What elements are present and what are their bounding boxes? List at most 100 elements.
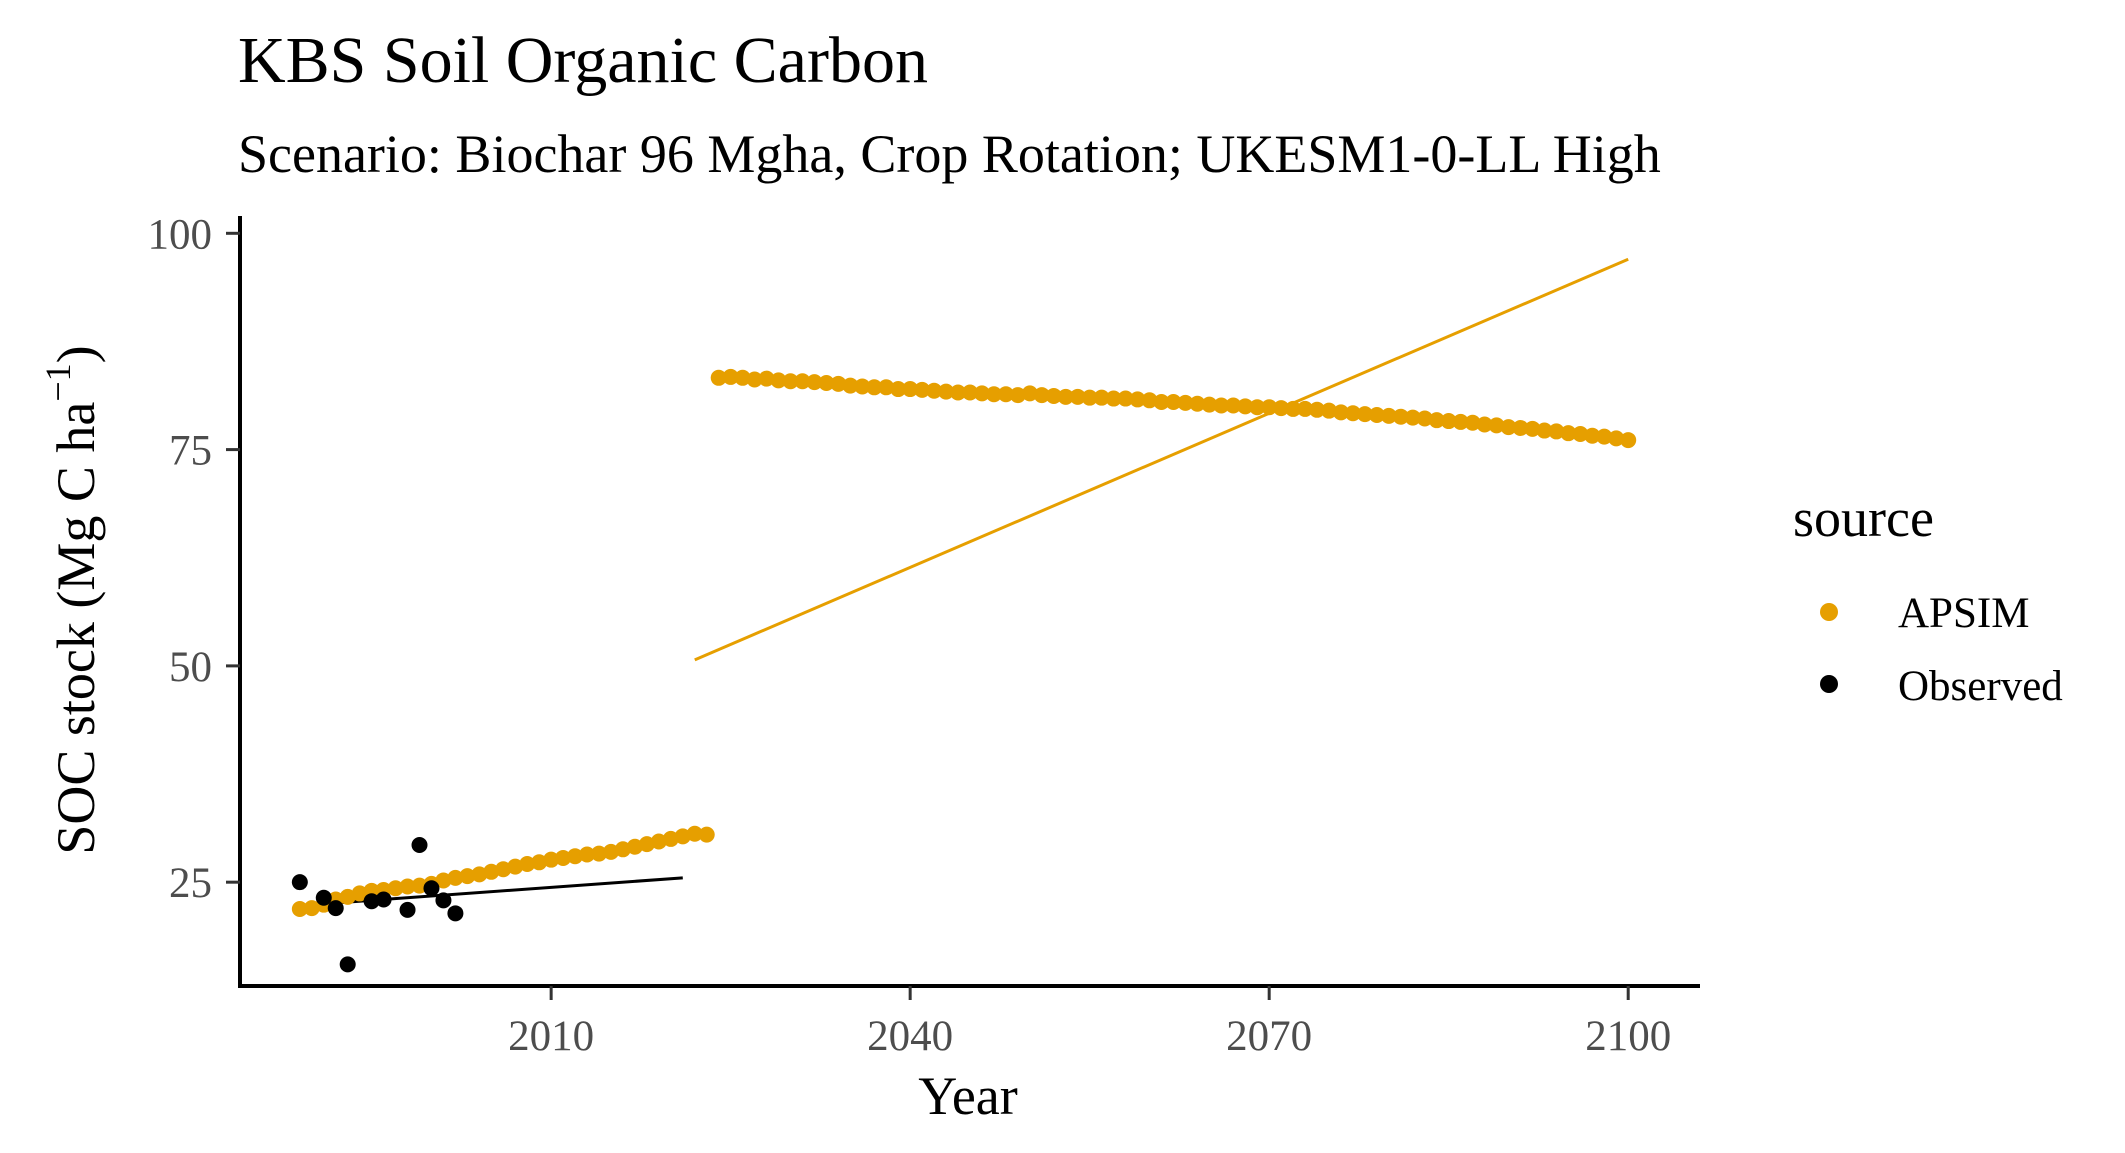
point-apsim xyxy=(746,371,763,388)
point-observed xyxy=(411,836,428,853)
point-apsim xyxy=(758,370,775,387)
point-apsim xyxy=(1105,390,1122,407)
point-apsim xyxy=(1392,408,1409,425)
y-axis-title-main: SOC stock (Mg C ha xyxy=(46,402,106,855)
point-apsim xyxy=(973,385,990,402)
point-apsim xyxy=(351,885,368,902)
point-observed xyxy=(423,880,440,897)
point-apsim xyxy=(662,830,679,847)
point-apsim xyxy=(1021,385,1038,402)
point-apsim xyxy=(591,845,608,862)
point-apsim xyxy=(842,377,859,394)
x-tick-label: 2010 xyxy=(508,1013,594,1060)
point-apsim xyxy=(1129,391,1146,408)
point-apsim xyxy=(1117,390,1134,407)
point-apsim xyxy=(1452,413,1469,430)
point-apsim xyxy=(710,369,727,386)
point-apsim xyxy=(1165,394,1182,411)
point-apsim xyxy=(507,858,524,875)
chart-subtitle: Scenario: Biochar 96 Mgha, Crop Rotation… xyxy=(238,124,1661,184)
point-apsim xyxy=(519,856,536,873)
point-apsim xyxy=(1321,402,1338,419)
data-points xyxy=(291,368,1637,973)
point-apsim xyxy=(543,851,560,868)
y-axis-ticks: 25 50 75 100 xyxy=(148,211,240,907)
point-apsim xyxy=(914,381,931,398)
point-apsim xyxy=(638,836,655,853)
legend-key-observed xyxy=(1820,675,1838,693)
legend-title: source xyxy=(1793,488,1934,548)
point-apsim xyxy=(902,381,919,398)
point-apsim xyxy=(1297,400,1314,417)
point-apsim xyxy=(602,843,619,860)
legend-key-apsim xyxy=(1820,603,1838,621)
point-apsim xyxy=(938,383,955,400)
point-apsim xyxy=(926,382,943,399)
point-apsim xyxy=(531,854,548,871)
point-apsim xyxy=(1464,414,1481,431)
point-apsim xyxy=(1225,397,1242,414)
point-apsim xyxy=(459,868,476,885)
point-apsim xyxy=(1141,392,1158,409)
point-apsim xyxy=(1273,400,1290,417)
point-apsim xyxy=(1009,387,1026,404)
y-axis-title-superscript: −1 xyxy=(38,363,78,401)
point-apsim xyxy=(291,901,308,917)
point-apsim xyxy=(734,369,751,386)
point-apsim xyxy=(1237,398,1254,415)
point-apsim xyxy=(1081,389,1098,406)
point-observed xyxy=(339,956,356,973)
point-apsim xyxy=(1548,423,1565,440)
point-apsim xyxy=(1261,399,1278,416)
point-apsim xyxy=(1153,394,1170,411)
point-apsim xyxy=(650,833,667,850)
point-apsim xyxy=(854,378,871,395)
point-apsim xyxy=(1201,396,1218,413)
point-apsim xyxy=(1596,428,1613,445)
point-apsim xyxy=(962,384,978,401)
point-observed xyxy=(399,901,416,918)
point-apsim xyxy=(1356,406,1373,423)
point-apsim xyxy=(1620,432,1637,449)
point-apsim xyxy=(830,375,847,392)
point-apsim xyxy=(1416,410,1433,427)
point-apsim xyxy=(567,848,584,865)
point-apsim xyxy=(794,373,811,390)
x-axis-ticks: 2010 2040 2070 2100 xyxy=(508,986,1671,1060)
point-apsim xyxy=(686,825,703,842)
point-apsim xyxy=(1536,422,1553,439)
point-apsim xyxy=(950,384,967,401)
y-tick-label: 50 xyxy=(169,644,212,691)
y-axis-title-close: ) xyxy=(46,345,106,363)
point-apsim xyxy=(471,866,488,883)
point-apsim xyxy=(1572,426,1589,443)
trend-line-apsim xyxy=(694,257,1629,662)
x-axis-title: Year xyxy=(918,1066,1018,1126)
legend-label-apsim: APSIM xyxy=(1898,590,2029,637)
point-apsim xyxy=(782,373,799,390)
point-apsim xyxy=(1440,413,1457,430)
point-apsim xyxy=(770,372,787,389)
x-tick-label: 2040 xyxy=(867,1013,953,1060)
legend: source APSIM Observed xyxy=(1793,488,2063,710)
point-apsim xyxy=(411,877,428,894)
y-tick-label: 100 xyxy=(148,211,213,258)
point-apsim xyxy=(483,863,500,880)
point-apsim xyxy=(1560,425,1577,442)
y-tick-label: 25 xyxy=(169,860,212,907)
y-axis-title: SOC stock (Mg C ha−1) xyxy=(38,345,106,854)
chart-title: KBS Soil Organic Carbon xyxy=(238,24,928,97)
point-apsim xyxy=(806,374,823,391)
point-apsim xyxy=(626,838,643,855)
point-apsim xyxy=(818,374,835,391)
point-apsim xyxy=(435,872,452,889)
point-apsim xyxy=(1512,419,1529,436)
point-apsim xyxy=(1584,427,1601,444)
point-apsim xyxy=(1189,395,1206,412)
point-apsim xyxy=(1285,400,1302,417)
point-apsim xyxy=(878,379,895,396)
point-apsim xyxy=(579,846,596,863)
point-apsim xyxy=(1332,404,1349,421)
point-observed xyxy=(363,893,380,910)
